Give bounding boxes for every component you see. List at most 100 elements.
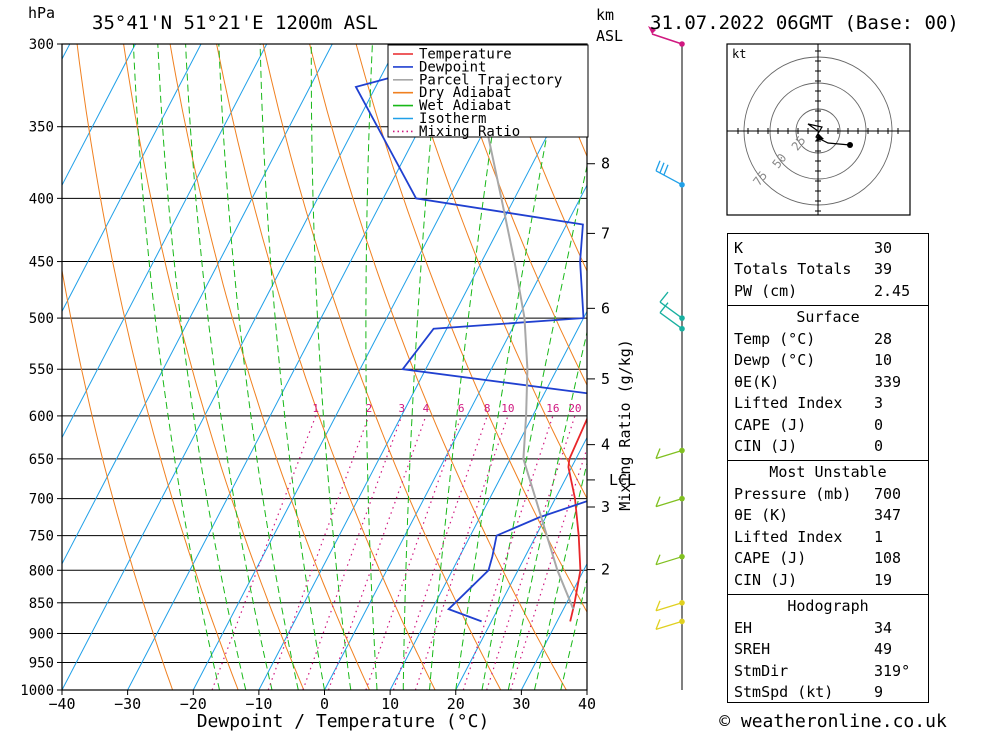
mixing-ratio-line	[462, 415, 554, 690]
wet-adiabat-line	[429, 44, 506, 690]
wind-barb-shaft	[655, 449, 683, 460]
mixing-ratio-line	[392, 415, 488, 690]
pressure-tick-label: 800	[29, 563, 54, 579]
dry-adiabat-line	[262, 44, 502, 690]
index-value: 10	[874, 351, 893, 370]
hodograph-unit: kt	[732, 47, 746, 61]
pressure-tick-label: 1000	[20, 683, 54, 699]
wind-barb-shaft	[651, 33, 683, 45]
height-tick-label: 8	[601, 155, 610, 173]
wet-adiabat-line	[185, 44, 273, 690]
legend-label: Wet Adiabat	[419, 98, 512, 114]
index-label: θE(K)	[734, 372, 780, 391]
wind-barb	[648, 26, 685, 47]
pressure-tick-label: 500	[29, 311, 54, 327]
pressure-tick-label: 450	[29, 255, 54, 271]
temperature-tick-label: −20	[180, 695, 207, 713]
wind-barb-shaft	[659, 301, 683, 319]
index-value: 39	[874, 260, 893, 279]
wind-barb	[659, 302, 685, 332]
asl-label: ASL	[596, 27, 623, 45]
wet-adiabat-line	[560, 576, 587, 690]
mixing-ratio-label: 16	[546, 402, 559, 415]
dewpoint-profile	[354, 44, 587, 623]
wind-barb-dot	[679, 495, 685, 502]
hodograph-ring-label: 25	[789, 133, 809, 153]
isotherm-line	[127, 44, 464, 690]
wind-barb-feather	[655, 448, 661, 459]
isotherm-line	[324, 184, 587, 690]
index-row: CIN (J) 19	[728, 569, 928, 590]
dry-adiabat-line	[309, 44, 567, 690]
wind-barb-shaft	[655, 170, 683, 186]
lcl-label: LCL	[609, 471, 636, 489]
wind-barb	[655, 553, 685, 566]
mixing-ratio-label: 4	[423, 402, 430, 415]
mixing-ratio-line	[510, 446, 587, 690]
index-label: SREH	[734, 640, 771, 659]
height-tick-label: 7	[601, 224, 610, 242]
wind-barb-dot	[679, 599, 685, 606]
hodograph-arrow	[816, 133, 824, 141]
index-row: Dewp (°C) 10	[728, 349, 928, 370]
wet-adiabat-line	[218, 44, 299, 690]
mixing-ratio-label: 1	[312, 402, 319, 415]
pressure-tick-label: 350	[29, 120, 54, 136]
wind-barb-column	[648, 26, 685, 690]
pressure-tick-label: 700	[29, 492, 54, 508]
mixing-ratio-label: 10	[501, 402, 514, 415]
index-value: 0	[874, 437, 884, 455]
index-value: 34	[874, 619, 893, 637]
index-label: PW (cm)	[734, 281, 798, 300]
index-row: CAPE (J) 108	[728, 547, 928, 568]
index-value: 0	[874, 415, 884, 434]
pressure-tick-label: 950	[29, 655, 54, 671]
wind-barb-shaft	[655, 602, 683, 612]
index-value: 28	[874, 330, 893, 348]
sounding-profiles	[354, 44, 587, 623]
index-value: 3	[874, 394, 884, 413]
background-grid: 1 2 3 4 6 8 10 16 20 25	[62, 44, 1000, 690]
wind-barb-feather	[659, 302, 669, 314]
temperature-tick-label: 40	[578, 695, 596, 713]
isotherm-line	[62, 44, 333, 565]
isotherm-line	[62, 44, 202, 313]
index-value: 9	[874, 683, 884, 702]
mixing-ratio-line	[211, 415, 317, 690]
index-row: Pressure (mb) 700	[728, 483, 928, 504]
isotherm-line	[62, 44, 399, 690]
pressure-tick-label: 600	[29, 409, 54, 425]
storm-motion-dot	[847, 142, 853, 148]
index-row: StmSpd (kt) 9	[728, 681, 928, 702]
pressure-unit-label: hPa	[28, 4, 55, 22]
wind-barb-flag	[648, 26, 656, 34]
dry-adiabat-line	[402, 44, 587, 500]
surface-section-title: Surface	[728, 305, 928, 328]
wind-barb-dot	[679, 618, 685, 625]
temperature-profile	[567, 416, 587, 622]
wind-barb-dot	[679, 447, 685, 454]
legend-label: Dry Adiabat	[419, 85, 512, 101]
header: hPa 35°41'N 51°21'E 1200m ASL km ASL 31.…	[28, 4, 959, 45]
isotherm-line	[258, 57, 587, 690]
dry-adiabat-line	[216, 44, 436, 690]
wind-barb-dot	[679, 41, 685, 47]
dry-adiabat-line	[961, 44, 1000, 690]
index-label: K	[734, 239, 744, 257]
wet-adiabat-line	[259, 44, 325, 690]
mixing-ratio-line	[486, 415, 576, 690]
index-label: EH	[734, 619, 753, 637]
legend-label: Parcel Trajectory	[419, 72, 562, 88]
index-label: StmDir	[734, 661, 789, 680]
temperature-tick-label: 30	[512, 695, 530, 713]
axes: 3003504004505005506006507007508008509009…	[20, 37, 636, 713]
temperature-tick-label: 10	[381, 695, 399, 713]
isotherm-line	[62, 44, 268, 439]
index-row: CAPE (J) 0	[728, 414, 928, 435]
wind-barb	[655, 599, 685, 612]
indices-panel: K 30 Totals Totals 39 PW (cm) 2.45 Surface Te…	[727, 233, 929, 703]
wind-barb-shaft	[655, 620, 683, 631]
mixing-ratio-label: 8	[484, 402, 491, 415]
